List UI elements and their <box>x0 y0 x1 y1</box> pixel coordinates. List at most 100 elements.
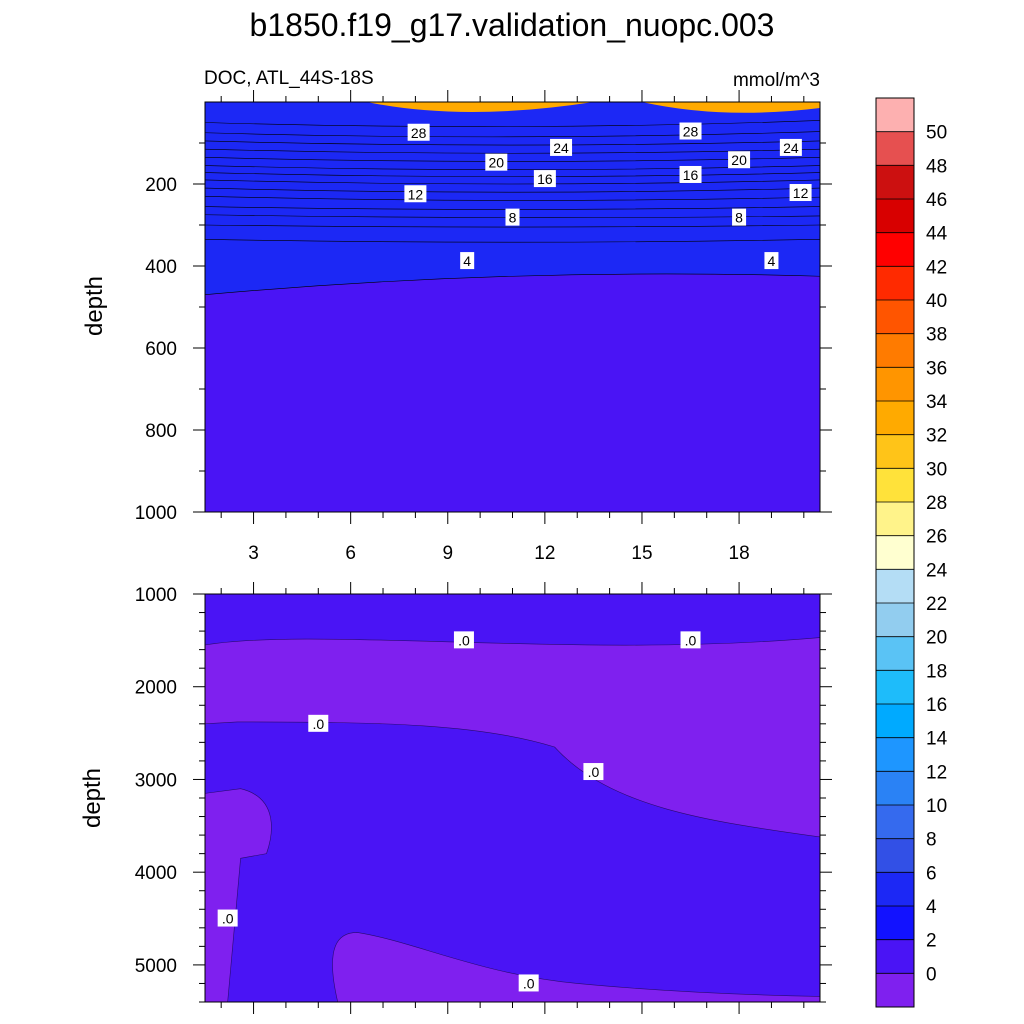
colorbar-tick-label: 50 <box>926 123 947 144</box>
bottom-contour-label: .0 <box>222 911 234 927</box>
top-contour-line-4 <box>204 239 821 243</box>
colorbar-swatch <box>876 569 914 604</box>
colorbar-tick-label: 14 <box>926 729 948 750</box>
colorbar-frame <box>875 97 915 1008</box>
top-contour-label: 28 <box>683 124 699 140</box>
bottom-y-tick-label: 1000 <box>135 585 177 606</box>
colorbar-tick-label: 20 <box>926 628 947 649</box>
top-x-tick-label: 18 <box>729 543 750 564</box>
colorbar-tick-label: 38 <box>926 325 947 346</box>
top-contour-line-24 <box>204 148 821 154</box>
bottom-contour-label-box <box>308 714 329 732</box>
colorbar-swatch <box>876 636 914 671</box>
bottom-contour-label: .0 <box>588 764 600 780</box>
top-fill-band-32 <box>641 102 820 113</box>
colorbar-tick-label: 28 <box>926 493 947 514</box>
bottom-fill-region <box>332 932 821 1003</box>
top-contour-label-box <box>533 170 556 188</box>
top-y-tick-label: 800 <box>145 421 177 442</box>
colorbar-tick-label: 46 <box>926 190 947 211</box>
top-contour-label-box <box>679 165 702 183</box>
top-contour-label: 24 <box>553 140 569 156</box>
top-y-axis-label: depth <box>81 276 108 336</box>
top-contour-label: 12 <box>408 186 424 202</box>
top-contour-label-box <box>732 208 747 226</box>
units-label: mmol/m^3 <box>733 70 820 91</box>
bottom-contour-label-box <box>217 909 238 927</box>
top-y-tick-label: 400 <box>145 257 177 278</box>
colorbar-tick-label: 8 <box>926 830 937 851</box>
colorbar-tick-label: 32 <box>926 426 947 447</box>
bottom-y-axis-label: depth <box>79 768 106 828</box>
top-contour-line-14 <box>204 187 821 193</box>
top-contour-label: 12 <box>793 185 809 201</box>
colorbar-tick-label: 12 <box>926 762 947 783</box>
colorbar-tick-label: 6 <box>926 863 937 884</box>
top-contour-label: 16 <box>683 167 699 183</box>
colorbar-swatch <box>876 401 914 435</box>
top-contour-label-box <box>550 138 573 156</box>
variable-region-label: DOC, ATL_44S-18S <box>204 68 374 89</box>
bottom-y-tick-label: 5000 <box>135 956 177 977</box>
top-contour-label: 8 <box>735 210 743 226</box>
top-contour-label-box <box>779 138 802 156</box>
colorbar-swatch <box>876 872 914 907</box>
bottom-contour-label-box <box>680 631 701 649</box>
colorbar-tick-label: 36 <box>926 358 947 379</box>
colorbar-tick-label: 30 <box>926 459 947 480</box>
top-contour-label-box <box>407 123 430 141</box>
colorbar-swatch <box>876 434 914 469</box>
top-contour-label-box <box>404 185 427 203</box>
top-x-tick-label: 3 <box>248 543 259 564</box>
top-y-tick-label: 600 <box>145 339 177 360</box>
top-contour-label-box <box>728 151 751 169</box>
colorbar-swatch <box>876 232 914 267</box>
top-contour-label: 20 <box>731 152 747 168</box>
bottom-fill-region <box>204 788 272 1003</box>
top-contour-label: 4 <box>768 253 776 269</box>
top-x-tick-label: 6 <box>345 543 356 564</box>
colorbar-tick-label: 42 <box>926 257 947 278</box>
top-fill-band-2 <box>205 102 820 295</box>
top-contour-label-box <box>460 252 475 270</box>
top-contour-line-28 <box>204 131 821 138</box>
colorbar-tick-label: 10 <box>926 796 947 817</box>
colorbar-swatch <box>876 98 914 132</box>
top-contour-label-box <box>789 184 812 202</box>
colorbar-tick-label: 40 <box>926 291 947 312</box>
top-y-tick-label: 1000 <box>135 503 177 524</box>
top-contour-label: 8 <box>509 210 517 226</box>
top-contour-label: 28 <box>411 125 427 141</box>
colorbar-swatch <box>876 535 914 570</box>
top-contour-line-30 <box>204 120 821 127</box>
top-contour-label: 4 <box>463 253 471 269</box>
bottom-y-tick-label: 3000 <box>135 770 177 791</box>
colorbar-swatch <box>876 199 914 233</box>
top-y-tick-label: 200 <box>145 175 177 196</box>
colorbar-swatch <box>876 838 914 873</box>
bottom-contour-label-box <box>518 974 539 992</box>
top-contour-label: 20 <box>489 155 505 171</box>
top-contour-label-box <box>485 153 508 171</box>
colorbar-swatch <box>876 973 914 1008</box>
top-contour-label-box <box>764 252 779 270</box>
colorbar-swatch <box>876 603 914 637</box>
top-contour-label-box <box>679 122 702 140</box>
bottom-contour-label: .0 <box>523 975 535 991</box>
colorbar-tick-label: 16 <box>926 695 947 716</box>
top-contour-line-26 <box>204 140 821 146</box>
colorbar-swatch <box>876 333 914 368</box>
top-contour-line-12 <box>204 196 821 201</box>
bottom-contour-label: .0 <box>458 632 470 648</box>
colorbar-swatch <box>876 704 914 738</box>
colorbar-tick-label: 26 <box>926 527 947 548</box>
colorbar-tick-label: 4 <box>926 897 937 918</box>
top-fill-band-32 <box>366 102 594 112</box>
chart-title: b1850.f19_g17.validation_nuopc.003 <box>250 7 775 43</box>
bottom-contour-label-box <box>453 631 474 649</box>
colorbar-swatch <box>876 906 914 940</box>
top-contour-line-18 <box>204 172 821 177</box>
top-contour-label: 24 <box>783 140 799 156</box>
colorbar-tick-label: 44 <box>926 224 948 245</box>
